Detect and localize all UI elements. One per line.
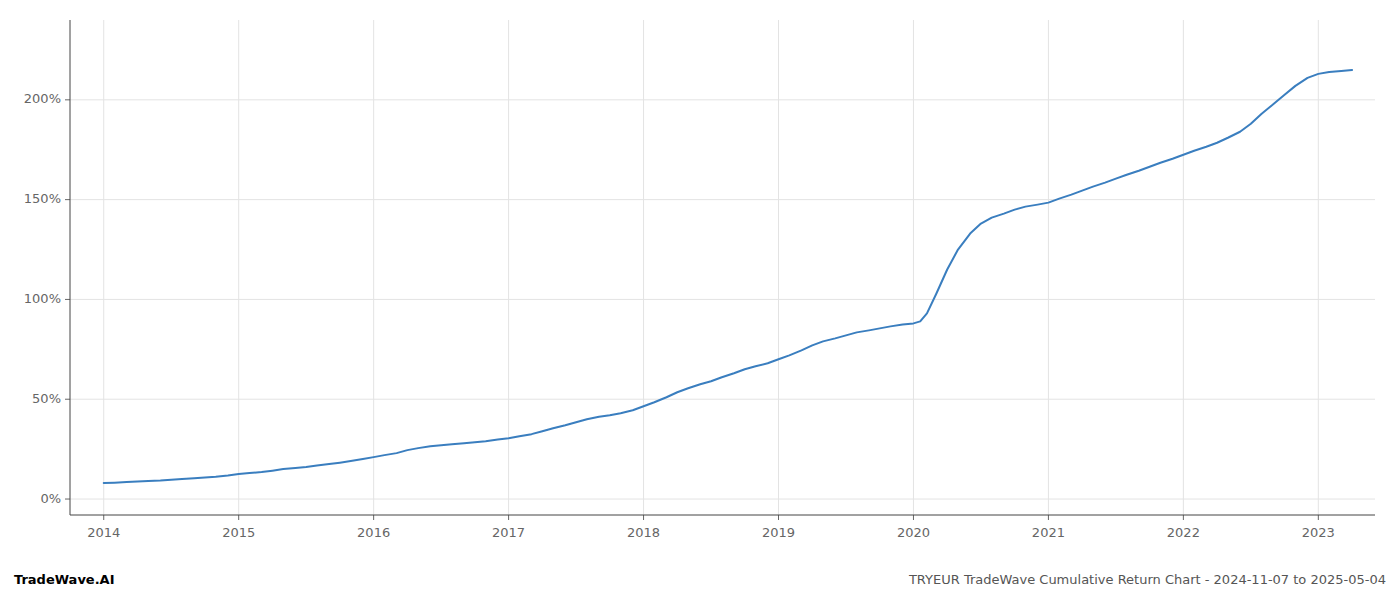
grid-line: [643, 20, 644, 515]
grid-line: [238, 20, 239, 515]
tick-mark: [238, 515, 239, 520]
tick-mark: [65, 399, 70, 400]
grid: [70, 20, 1375, 515]
tick-label: 2018: [627, 525, 660, 540]
tick-mark: [65, 299, 70, 300]
grid-line: [1048, 20, 1049, 515]
plot-area: [104, 70, 1352, 483]
tick-mark: [913, 515, 914, 520]
tick-label: 100%: [24, 291, 61, 306]
grid-line: [373, 20, 374, 515]
grid-line: [70, 499, 1375, 500]
tick-mark: [778, 515, 779, 520]
tick-label: 2021: [1032, 525, 1065, 540]
tick-label: 2016: [357, 525, 390, 540]
grid-line: [70, 399, 1375, 400]
title: TRYEUR TradeWave Cumulative Return Chart…: [908, 572, 1386, 587]
tick-mark: [65, 499, 70, 500]
chart: 0% 50% 100% 150% 200% 2014 2015 2016 2017 2018 201…: [0, 0, 1400, 600]
grid-line: [70, 199, 1375, 200]
tick-label: 2017: [492, 525, 525, 540]
y-axis-line: [70, 20, 71, 515]
grid-line: [70, 299, 1375, 300]
line: [104, 70, 1352, 483]
x-axis-line: [70, 515, 1375, 516]
tick-label: 0%: [40, 491, 61, 506]
tick-label: 2022: [1167, 525, 1200, 540]
tick-mark: [1183, 515, 1184, 520]
tick-mark: [1318, 515, 1319, 520]
grid-line: [1318, 20, 1319, 515]
tick-mark: [508, 515, 509, 520]
grid-line: [70, 99, 1375, 100]
tick-mark: [1048, 515, 1049, 520]
watermark: TradeWave.AI: [14, 572, 115, 587]
tick-label: 2019: [762, 525, 795, 540]
tick-label: 2023: [1302, 525, 1335, 540]
tick-mark: [65, 199, 70, 200]
tick-label: 50%: [32, 391, 61, 406]
tick-label: 2015: [222, 525, 255, 540]
axes: 0% 50% 100% 150% 200% 2014 2015 2016 2017 2018 201…: [24, 20, 1375, 540]
tick-mark: [643, 515, 644, 520]
tick-mark: [103, 515, 104, 520]
grid-line: [913, 20, 914, 515]
tick-label: 200%: [24, 91, 61, 106]
grid-line: [778, 20, 779, 515]
grid-line: [1183, 20, 1184, 515]
tick-label: 2020: [897, 525, 930, 540]
grid-line: [103, 20, 104, 515]
tick-mark: [65, 99, 70, 100]
tick-mark: [373, 515, 374, 520]
grid-line: [508, 20, 509, 515]
tick-label: 150%: [24, 191, 61, 206]
tick-label: 2014: [87, 525, 120, 540]
